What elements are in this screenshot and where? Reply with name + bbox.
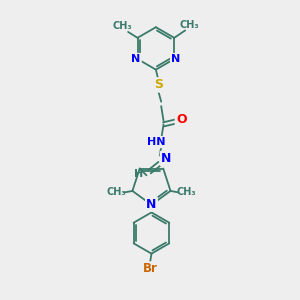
Text: HN: HN xyxy=(147,137,165,147)
Text: CH₃: CH₃ xyxy=(112,21,132,31)
Text: N: N xyxy=(171,54,180,64)
Text: H: H xyxy=(134,169,143,179)
Text: N: N xyxy=(131,54,141,64)
Text: CH₃: CH₃ xyxy=(177,188,196,197)
Text: CH₃: CH₃ xyxy=(179,20,199,30)
Text: O: O xyxy=(176,113,187,127)
Text: CH₃: CH₃ xyxy=(107,188,126,197)
Text: N: N xyxy=(161,152,171,165)
Text: Br: Br xyxy=(142,262,158,275)
Text: S: S xyxy=(154,78,163,92)
Text: N: N xyxy=(146,198,157,211)
